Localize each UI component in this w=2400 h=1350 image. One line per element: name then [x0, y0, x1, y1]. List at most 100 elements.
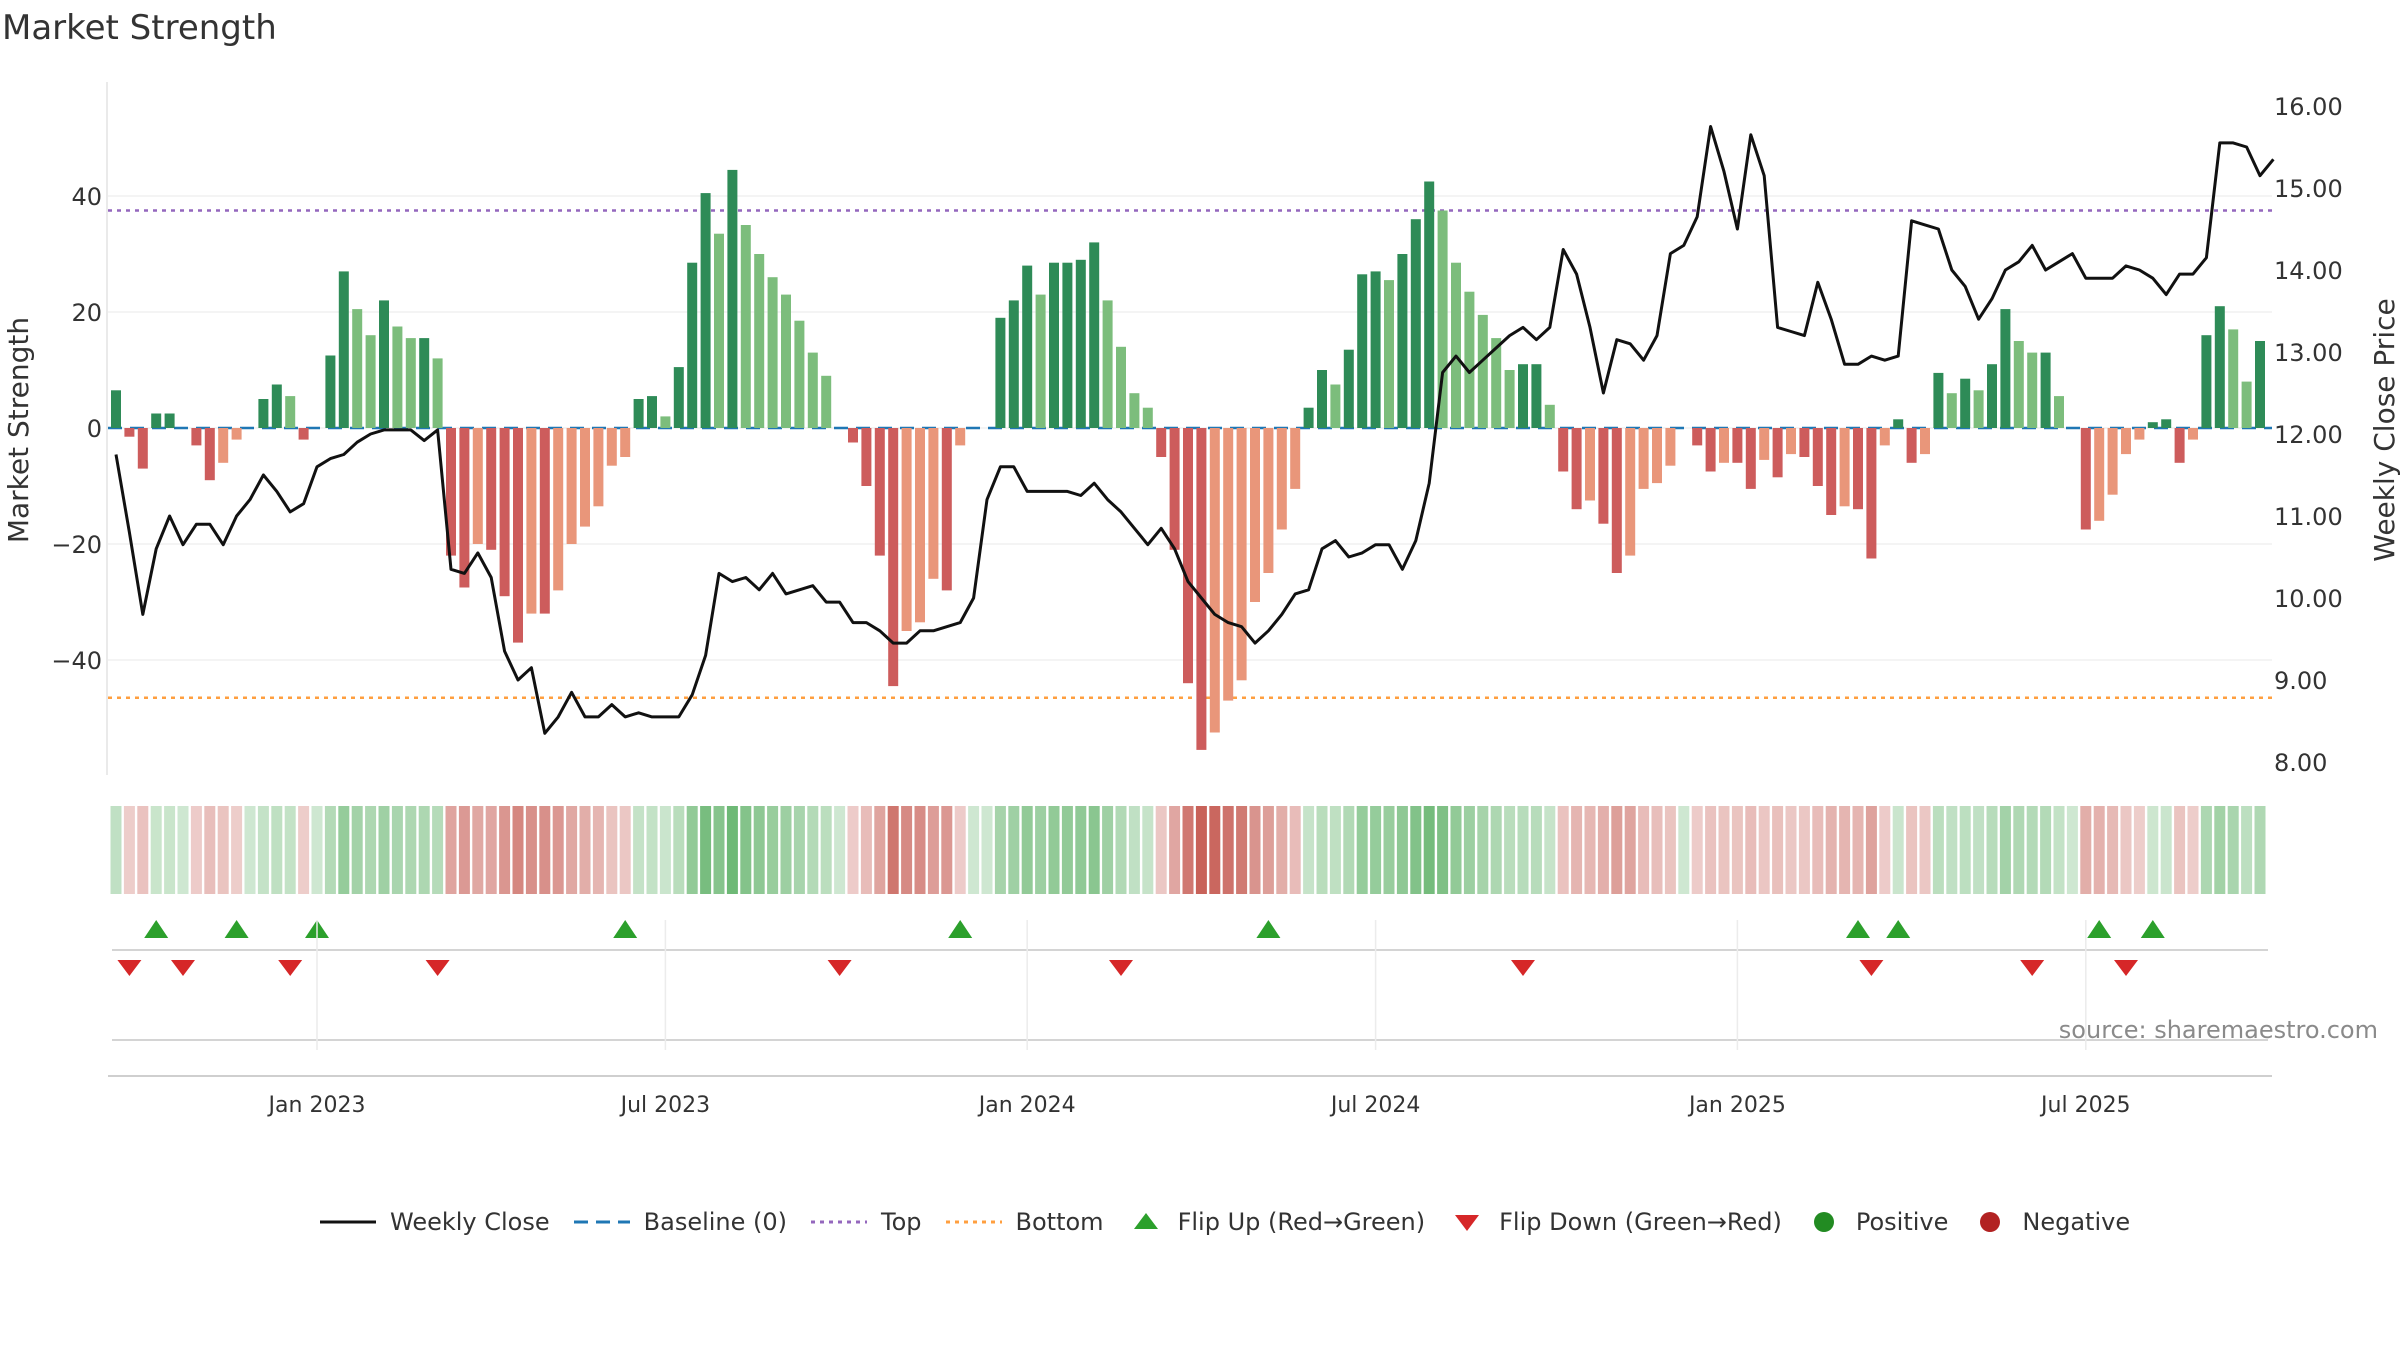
strength-bar: [499, 428, 510, 597]
strength-bar: [285, 396, 296, 428]
heat-cell: [1557, 806, 1569, 894]
legend-label: Top: [881, 1208, 922, 1236]
heat-cell: [137, 806, 149, 894]
strength-bar: [767, 277, 778, 428]
chart-legend: Weekly Close Baseline (0) Top Bottom Fli…: [318, 1208, 2152, 1236]
heat-cell: [485, 806, 497, 894]
heat-cell: [1664, 806, 1676, 894]
strength-bar: [2094, 428, 2105, 521]
strength-bar: [365, 335, 376, 428]
heat-cell: [1303, 806, 1315, 894]
strength-bar: [901, 428, 912, 631]
heat-cell: [1946, 806, 1958, 894]
heat-cell: [1638, 806, 1650, 894]
strength-bar: [1156, 428, 1167, 457]
strength-bar: [995, 317, 1006, 428]
strength-bar: [1759, 428, 1770, 460]
heat-cell: [1102, 806, 1114, 894]
strength-bar: [1424, 181, 1435, 428]
strength-bar: [2121, 428, 2131, 455]
strength-bar: [2080, 428, 2091, 530]
strength-bar: [1906, 428, 1917, 463]
heat-cell: [780, 806, 792, 894]
strength-bar: [1879, 428, 1890, 446]
heat-cell: [472, 806, 484, 894]
strength-bar: [1786, 428, 1796, 455]
heat-cell: [1021, 806, 1033, 894]
heat-cell: [1932, 806, 1944, 894]
strength-bar: [1866, 428, 1877, 559]
heat-cell: [1249, 806, 1261, 894]
heat-cell: [606, 806, 618, 894]
flip-down-marker: [171, 960, 195, 976]
strength-bar: [941, 428, 952, 591]
y-left-axis-label: Market Strength: [2, 317, 35, 543]
heat-cell: [1731, 806, 1743, 894]
flip-down-marker: [425, 960, 450, 976]
heat-cell: [257, 806, 269, 894]
strength-bar: [459, 428, 470, 588]
heat-cell: [1678, 806, 1690, 894]
strength-bar: [1571, 428, 1582, 510]
legend-label: Flip Down (Green→Red): [1499, 1208, 1782, 1236]
x-tick-label: Jan 2025: [1687, 1093, 1786, 1118]
heat-cell: [1852, 806, 1864, 894]
heat-cell: [418, 806, 430, 894]
axes: 40 20 0 −20 −40 16.00 15.00 14.00 13.00 12.00 11.0…: [51, 82, 2343, 1118]
heat-cell: [887, 806, 899, 894]
heat-cell: [1155, 806, 1167, 894]
flip-up-marker: [2140, 920, 2165, 938]
heat-cell: [1772, 806, 1784, 894]
heat-cell: [512, 806, 524, 894]
strength-bar: [419, 338, 430, 428]
y-right-tick-label: 11.00: [2274, 503, 2343, 531]
strength-bar: [1638, 428, 1649, 489]
heat-cell: [860, 806, 872, 894]
strength-bar: [338, 271, 349, 428]
heat-cell: [1343, 806, 1355, 894]
heat-cell: [217, 806, 229, 894]
heat-cell: [1236, 806, 1248, 894]
strength-bar: [2107, 428, 2118, 495]
heat-cell: [1477, 806, 1489, 894]
heat-cell: [2093, 806, 2105, 894]
heat-cell: [271, 806, 283, 894]
strength-bar: [1102, 300, 1113, 428]
heat-cell: [1490, 806, 1502, 894]
strength-bar: [1317, 370, 1327, 428]
heat-cell: [1705, 806, 1717, 894]
chart-title: Market Strength: [2, 8, 277, 48]
heat-cell: [1463, 806, 1475, 894]
strength-bar: [1075, 259, 1086, 428]
strength-bar: [580, 428, 590, 527]
strength-bar: [1598, 428, 1609, 524]
heat-cell: [2227, 806, 2239, 894]
strength-bar: [1370, 271, 1381, 428]
strength-bar: [553, 428, 564, 591]
strength-bar: [687, 262, 698, 428]
strength-bar: [2201, 335, 2212, 428]
flip-down-marker: [278, 960, 303, 976]
heat-cell: [1839, 806, 1851, 894]
strength-bar: [1665, 428, 1676, 466]
heat-cell: [2214, 806, 2226, 894]
heat-cell: [1128, 806, 1140, 894]
heat-cell: [391, 806, 403, 894]
strength-bar: [164, 413, 175, 428]
heat-cell: [2241, 806, 2253, 894]
source-credit: source: sharemaestro.com: [2058, 1016, 2378, 1044]
heat-cell: [994, 806, 1006, 894]
strength-bar: [1933, 372, 1944, 428]
heat-cell: [231, 806, 243, 894]
heat-cell: [1262, 806, 1274, 894]
heat-cell: [726, 806, 738, 894]
strength-bar: [593, 428, 604, 507]
heat-cell: [2053, 806, 2065, 894]
strength-bar: [620, 428, 631, 457]
heat-cell: [150, 806, 162, 894]
strength-bar: [271, 384, 282, 428]
heat-cell: [2133, 806, 2145, 894]
heat-cell: [2200, 806, 2212, 894]
strength-bar: [1705, 428, 1716, 472]
strength-bar: [432, 358, 443, 428]
